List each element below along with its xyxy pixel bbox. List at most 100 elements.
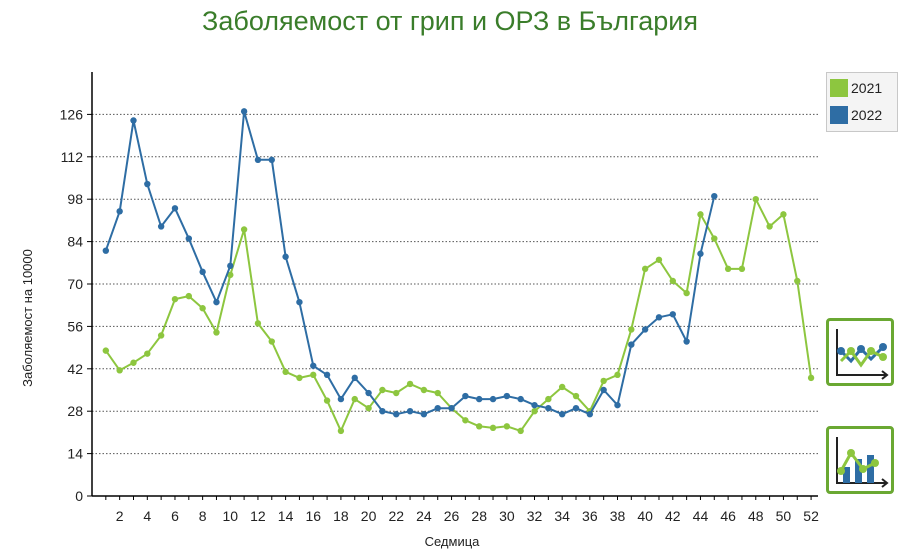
legend-item-2022[interactable]: 2022 [830,103,897,127]
data-point-2021[interactable] [655,256,663,263]
data-point-2021[interactable] [213,329,220,336]
data-point-2022[interactable] [683,338,690,345]
data-point-2022[interactable] [420,411,428,418]
data-point-2022[interactable] [379,408,386,415]
data-point-2021[interactable] [724,265,732,273]
data-point-2021[interactable] [254,320,262,327]
data-point-2022[interactable] [641,326,649,333]
data-point-2022[interactable] [337,395,345,403]
data-point-2022[interactable] [365,389,372,397]
data-point-2021[interactable] [157,332,165,339]
data-point-2022[interactable] [711,192,718,200]
data-point-2022[interactable] [130,117,137,124]
data-point-2022[interactable] [406,408,414,415]
data-point-2021[interactable] [102,347,110,354]
data-point-2022[interactable] [282,253,289,260]
data-point-2022[interactable] [296,298,303,306]
data-point-2022[interactable] [462,392,469,400]
data-point-2022[interactable] [628,341,635,348]
data-point-2021[interactable] [614,371,621,379]
data-point-2021[interactable] [752,196,759,203]
data-point-2022[interactable] [116,208,123,215]
data-point-2022[interactable] [545,404,552,412]
data-point-2021[interactable] [199,305,206,312]
data-point-2022[interactable] [600,386,607,394]
data-point-2021[interactable] [780,211,787,218]
data-point-2021[interactable] [406,380,414,388]
data-point-2022[interactable] [240,108,248,115]
data-point-2021[interactable] [351,395,358,403]
data-point-2021[interactable] [227,271,234,279]
data-point-2022[interactable] [655,314,663,321]
data-point-2022[interactable] [517,395,524,403]
data-point-2022[interactable] [102,247,110,254]
data-point-2021[interactable] [807,374,815,382]
data-point-2022[interactable] [144,180,151,188]
data-point-2021[interactable] [600,377,607,385]
data-point-2022[interactable] [254,156,262,164]
data-point-2021[interactable] [420,386,428,394]
data-point-2021[interactable] [337,427,345,435]
data-point-2022[interactable] [393,411,400,418]
data-point-2021[interactable] [323,397,331,404]
data-point-2021[interactable] [503,423,511,430]
data-point-2021[interactable] [628,326,635,333]
data-point-2022[interactable] [171,205,179,212]
data-point-2021[interactable] [572,392,580,400]
data-point-2022[interactable] [448,404,455,412]
data-point-2021[interactable] [185,292,192,300]
data-point-2022[interactable] [213,298,220,306]
data-point-2022[interactable] [268,156,275,164]
data-point-2022[interactable] [199,268,206,276]
data-point-2022[interactable] [614,401,621,409]
data-point-2021[interactable] [462,417,469,424]
data-point-2022[interactable] [586,411,594,418]
data-point-2022[interactable] [489,395,497,403]
data-point-2021[interactable] [379,386,386,394]
data-point-2021[interactable] [310,371,317,379]
data-point-2022[interactable] [227,262,234,270]
legend-item-2021[interactable]: 2021 [830,76,897,100]
data-point-2022[interactable] [323,371,331,379]
data-point-2021[interactable] [711,235,718,242]
legend-label-2022: 2022 [851,107,883,123]
data-point-2021[interactable] [296,374,303,382]
data-point-2021[interactable] [144,350,151,357]
data-point-2021[interactable] [738,265,746,273]
data-point-2021[interactable] [558,383,566,391]
line-view-button[interactable] [826,318,894,386]
data-point-2021[interactable] [240,226,248,233]
data-point-2021[interactable] [268,338,275,345]
data-point-2021[interactable] [393,389,400,397]
data-point-2021[interactable] [683,289,690,297]
data-point-2022[interactable] [572,404,580,412]
data-point-2021[interactable] [434,389,441,397]
data-point-2021[interactable] [641,265,649,273]
data-point-2021[interactable] [669,277,676,285]
data-point-2021[interactable] [517,427,524,435]
data-point-2021[interactable] [531,408,538,415]
data-point-2021[interactable] [365,404,372,412]
data-point-2022[interactable] [697,250,704,257]
data-point-2022[interactable] [185,235,192,242]
data-point-2022[interactable] [351,374,358,382]
data-point-2021[interactable] [697,211,704,218]
data-point-2022[interactable] [558,411,566,418]
data-point-2021[interactable] [794,277,801,285]
data-point-2021[interactable] [476,423,483,430]
data-point-2022[interactable] [531,401,538,409]
data-point-2022[interactable] [476,395,483,403]
data-point-2022[interactable] [310,362,317,369]
data-point-2021[interactable] [171,295,179,303]
data-point-2021[interactable] [766,223,773,230]
bar-view-button[interactable] [826,426,894,494]
data-point-2021[interactable] [489,424,497,432]
data-point-2021[interactable] [130,359,137,366]
data-point-2022[interactable] [434,404,441,412]
data-point-2022[interactable] [157,223,165,230]
data-point-2022[interactable] [503,392,511,400]
data-point-2021[interactable] [545,395,552,403]
data-point-2022[interactable] [669,311,676,318]
data-point-2021[interactable] [116,367,123,374]
data-point-2021[interactable] [282,368,289,376]
